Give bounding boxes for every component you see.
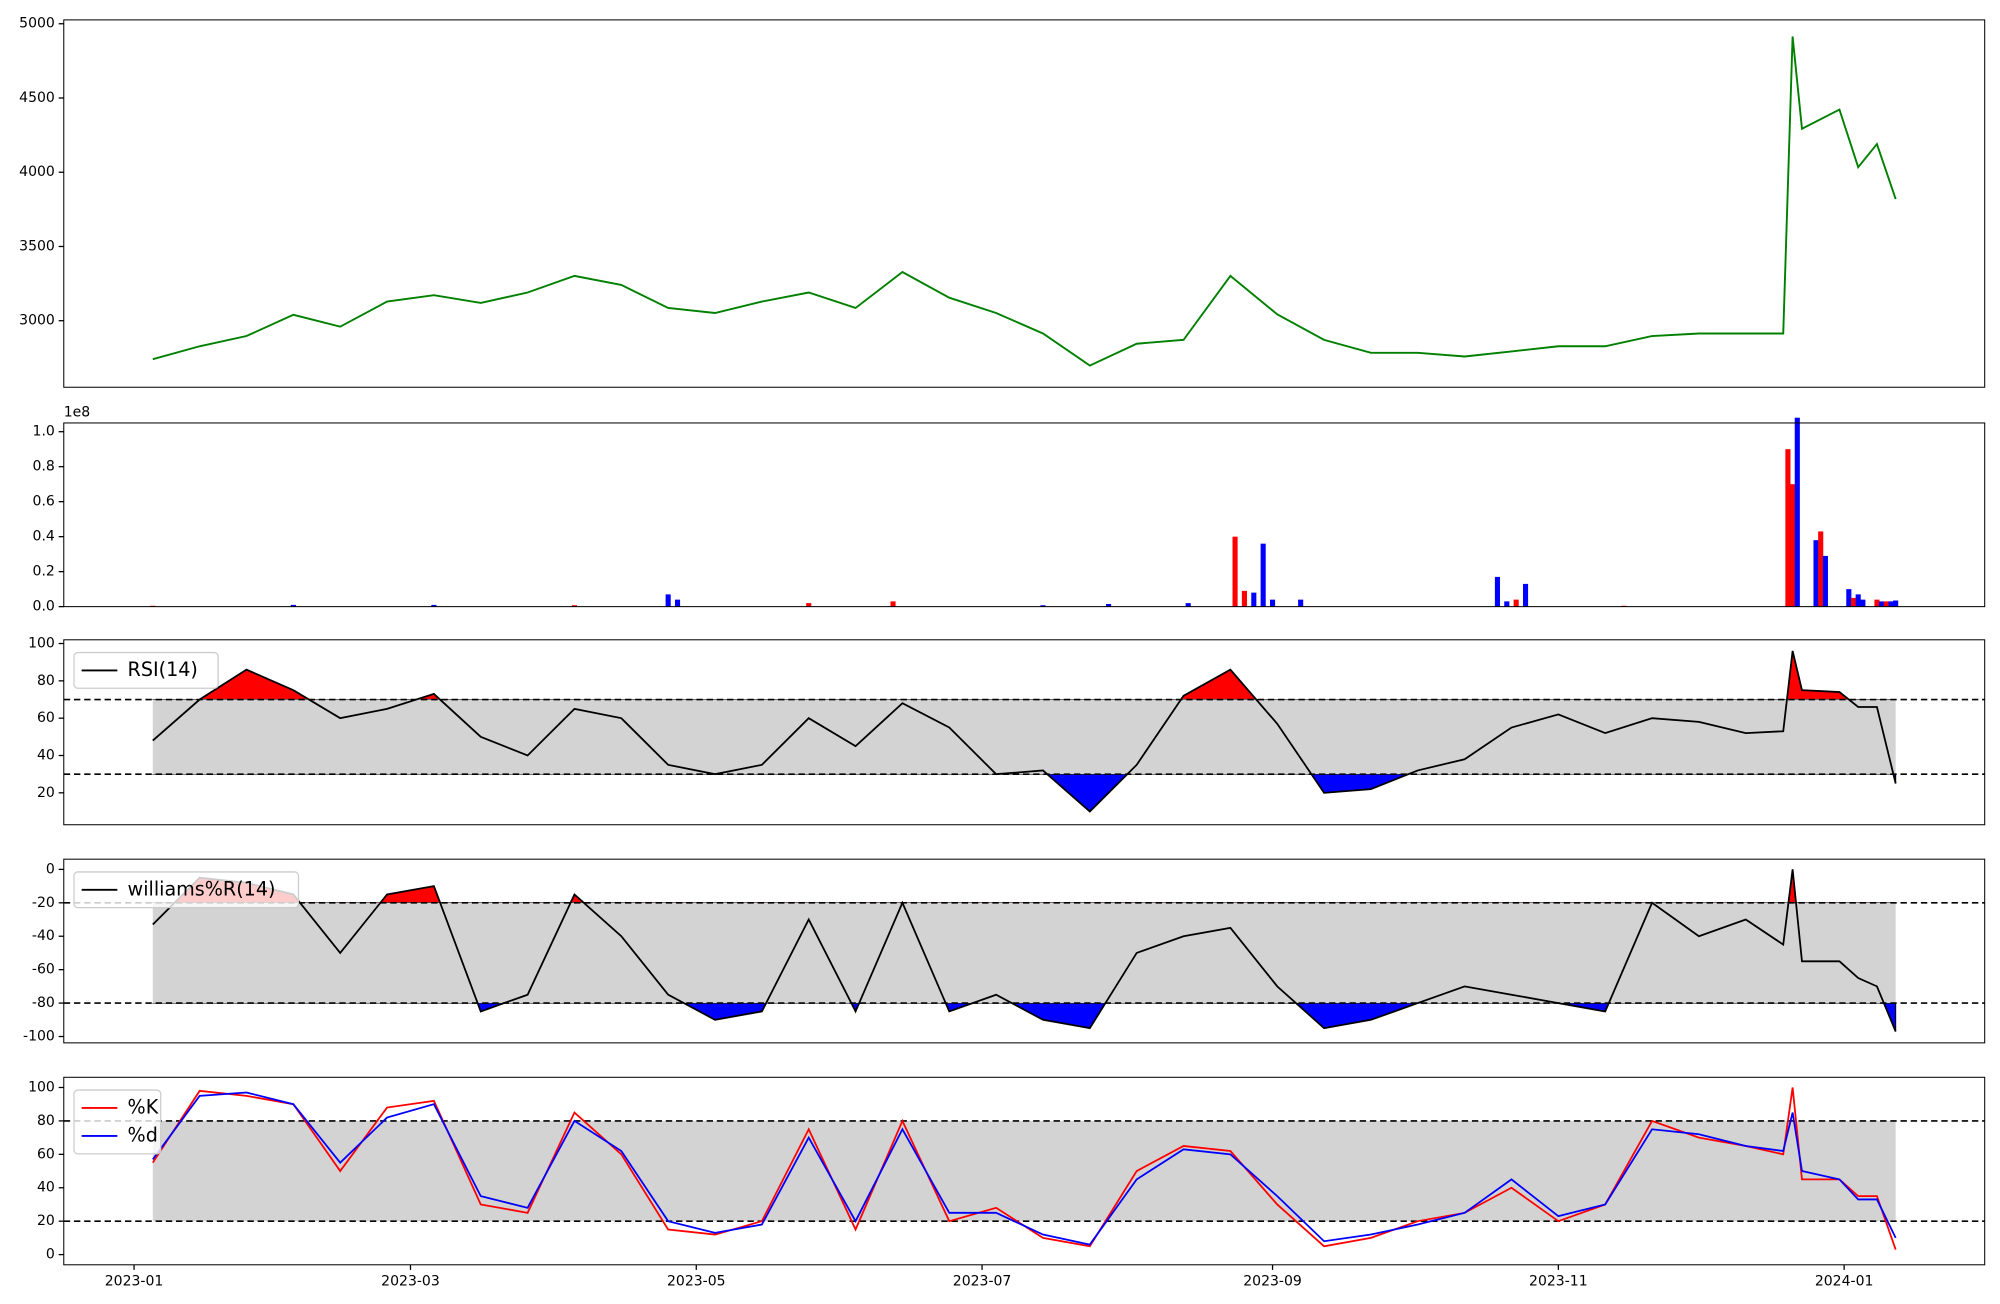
volume-bar <box>1846 589 1852 607</box>
y-tick-label: 20 <box>37 785 55 801</box>
panel-frame <box>63 858 1986 1044</box>
volume-bar <box>1106 604 1112 607</box>
volume-bar <box>1241 590 1247 607</box>
x-tick-label: 2023-07 <box>953 1273 1012 1289</box>
y-tick-label: -100 <box>23 1029 55 1045</box>
volume-bar <box>1874 599 1880 607</box>
y-tick-label: 0.4 <box>33 529 55 545</box>
panel-frame <box>63 422 1986 608</box>
y-tick-label: -60 <box>32 962 55 978</box>
legend-box <box>73 871 300 909</box>
x-tick-label: 2024-01 <box>1815 1273 1874 1289</box>
volume-bar <box>1251 592 1257 607</box>
volume-bar <box>1794 417 1800 607</box>
volume-bar <box>431 604 437 607</box>
volume-bar <box>1504 601 1510 607</box>
panel-frame <box>63 639 1986 826</box>
y-tick-label: 80 <box>37 673 55 689</box>
legend-label: %K <box>128 1095 159 1118</box>
y-tick-label: 0.8 <box>33 459 55 475</box>
x-tick-label: 2023-09 <box>1243 1273 1302 1289</box>
x-tick-label: 2023-01 <box>105 1273 164 1289</box>
y-tick-label: -40 <box>32 928 55 944</box>
x-tick-label: 2023-11 <box>1529 1273 1588 1289</box>
y-tick-label: 1.0 <box>33 424 55 440</box>
volume-bar <box>1513 599 1519 607</box>
volume-bar <box>1040 605 1046 607</box>
volume-bar <box>1269 599 1276 607</box>
volume-bar <box>806 603 812 607</box>
volume-bar <box>1232 536 1238 607</box>
y-tick-label: 4500 <box>19 90 55 106</box>
volume-bar <box>1494 576 1500 607</box>
volume-bar <box>1818 531 1824 607</box>
y-tick-label: 0 <box>46 1247 55 1263</box>
volume-bar <box>1888 601 1894 607</box>
volume-bar <box>1260 543 1266 607</box>
volume-bar <box>1879 601 1885 607</box>
legend-label: %d <box>128 1123 158 1146</box>
volume-bar <box>1850 597 1857 607</box>
price-line <box>152 36 1897 367</box>
indicator-line <box>152 650 1897 813</box>
y-tick-label: 0.6 <box>33 494 55 510</box>
y-tick-label: 0 <box>46 861 55 877</box>
panel-frame <box>63 19 1986 388</box>
threshold-band <box>152 699 1896 775</box>
volume-bar <box>1785 449 1791 607</box>
threshold-band <box>152 1120 1896 1222</box>
y-tick-label: -80 <box>32 995 55 1011</box>
volume-bar <box>571 605 578 607</box>
volume-bar <box>890 601 896 607</box>
legend-box <box>73 1089 162 1155</box>
indicator-line <box>152 869 1897 1032</box>
panel: 0.0 0.2 0.4 0.6 0.8 1.0 1e8 <box>33 405 1986 615</box>
threshold-band <box>152 902 1896 1004</box>
panel: 3000 3500 4000 4500 5000 <box>19 16 1986 388</box>
x-tick-label: 2023-03 <box>381 1273 440 1289</box>
volume-bar <box>1813 540 1819 607</box>
y-tick-label: 40 <box>37 748 55 764</box>
y-tick-label: 20 <box>37 1213 55 1229</box>
legend-box <box>73 651 219 689</box>
y-tick-label: 0.0 <box>33 599 55 615</box>
indicator-line <box>152 1091 1897 1246</box>
y-tick-label: 3500 <box>19 238 55 254</box>
y-tick-label: 60 <box>37 710 55 726</box>
x-tick-label: 2023-05 <box>667 1273 726 1289</box>
legend-label: RSI(14) <box>128 658 198 681</box>
volume-bar <box>290 604 296 607</box>
volume-bar <box>1822 555 1828 607</box>
panel-frame <box>63 1076 1986 1266</box>
volume-bar <box>1883 601 1889 607</box>
volume-bar <box>674 599 681 607</box>
y-tick-label: 80 <box>37 1113 55 1129</box>
volume-bar <box>1893 600 1899 607</box>
panel: 20 40 60 80 100 RSI(14) <box>28 636 1986 826</box>
volume-bar <box>1790 484 1796 607</box>
y-tick-label: 0.2 <box>33 564 55 580</box>
volume-bar <box>1185 603 1191 607</box>
legend-label: williams%R(14) <box>128 877 276 900</box>
volume-bar <box>1855 594 1861 607</box>
y-tick-label: 5000 <box>19 16 55 32</box>
panel: -100 -80 -60 -40 -20 0 williams%R(14) <box>23 858 1986 1045</box>
offset-label: 1e8 <box>64 405 90 421</box>
volume-bar <box>1298 599 1304 607</box>
y-tick-label: 100 <box>28 1079 55 1095</box>
y-tick-label: 100 <box>28 636 55 652</box>
volume-bar <box>665 594 671 607</box>
panel: 0 20 40 60 80 100 2023-01 2023-03 2023-05 2023-07… <box>28 1076 1986 1289</box>
y-tick-label: -20 <box>32 895 55 911</box>
volume-bar <box>1522 583 1529 607</box>
y-tick-label: 4000 <box>19 164 55 180</box>
y-tick-label: 40 <box>37 1180 55 1196</box>
y-tick-label: 60 <box>37 1146 55 1162</box>
y-tick-label: 3000 <box>19 313 55 329</box>
volume-bar <box>1860 599 1866 607</box>
